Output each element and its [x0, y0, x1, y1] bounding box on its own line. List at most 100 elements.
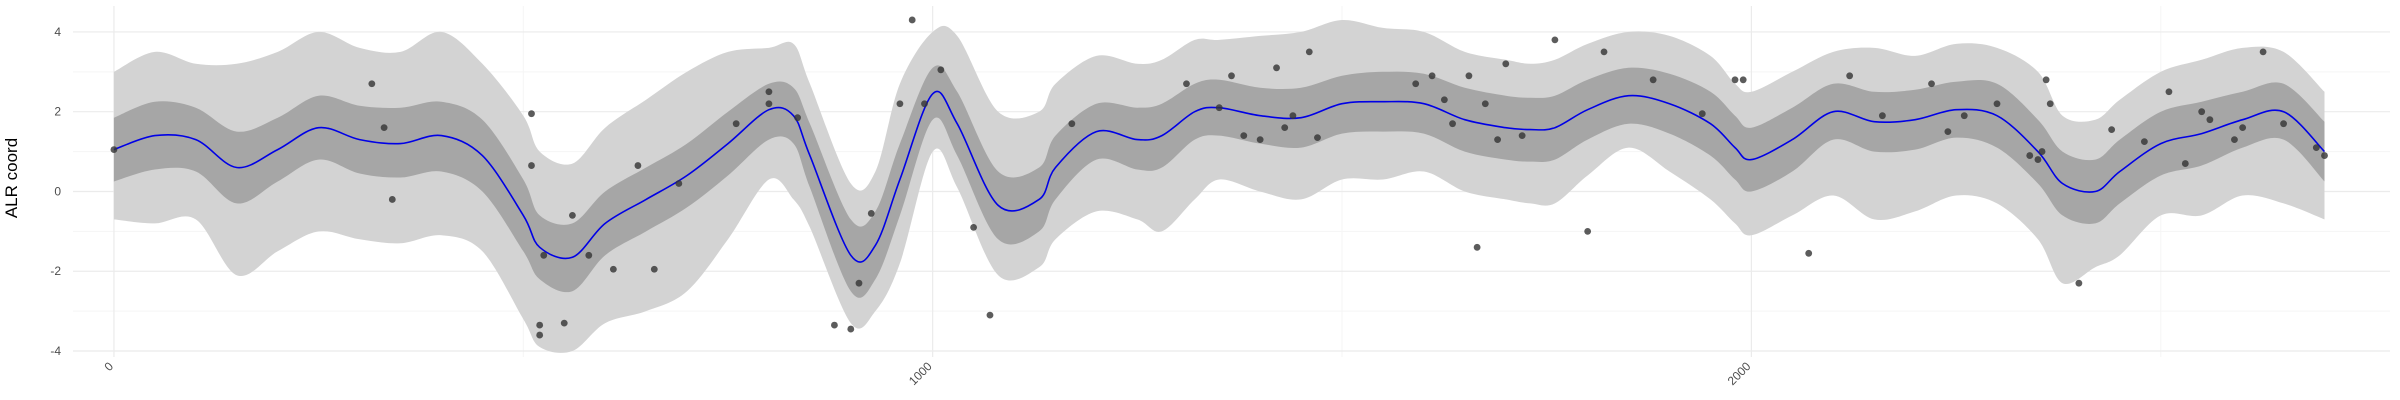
data-point	[2034, 156, 2042, 163]
inner-confidence-band	[113, 65, 2325, 298]
data-point	[2206, 116, 2214, 124]
data-point	[1600, 48, 1608, 56]
data-point	[937, 66, 945, 74]
data-point	[765, 88, 773, 96]
data-point	[634, 162, 642, 169]
data-point	[1428, 72, 1436, 80]
data-point	[528, 162, 535, 169]
data-point	[1481, 100, 1489, 108]
mean-line	[113, 90, 2326, 263]
data-point	[2042, 76, 2050, 84]
data-point	[2259, 48, 2267, 56]
data-point	[1289, 112, 1297, 120]
data-point	[1551, 36, 1559, 44]
data-point	[2026, 152, 2034, 159]
data-point	[1731, 76, 1739, 84]
data-point	[1068, 120, 1076, 128]
data-point	[536, 321, 544, 329]
data-point	[1314, 134, 1321, 142]
data-point	[380, 124, 388, 132]
data-point	[650, 265, 658, 273]
data-point	[1928, 80, 1935, 88]
data-point	[2198, 108, 2206, 116]
data-point	[1449, 120, 1456, 128]
data-point	[368, 80, 376, 88]
data-point	[536, 331, 544, 339]
data-point	[1273, 64, 1280, 72]
y-tick-label: 4	[54, 25, 61, 39]
data-point	[1494, 136, 1501, 144]
data-point	[528, 110, 535, 118]
data-point	[1698, 110, 1706, 118]
data-point	[569, 212, 576, 219]
data-point	[1256, 136, 1264, 144]
data-point	[1739, 76, 1747, 84]
data-point	[765, 100, 773, 108]
data-point	[2038, 148, 2046, 155]
data-point	[847, 325, 855, 333]
data-point	[1960, 112, 1968, 120]
outer-confidence-band	[113, 19, 2325, 353]
observation-points	[110, 16, 2328, 339]
y-tick-label: -4	[50, 344, 61, 358]
data-point	[675, 180, 683, 187]
data-point	[794, 114, 801, 122]
data-point	[585, 251, 593, 259]
data-point	[2075, 279, 2083, 287]
data-point	[732, 120, 740, 128]
data-point	[1228, 72, 1235, 80]
x-tick-label: 1000	[906, 359, 935, 388]
data-point	[110, 146, 118, 153]
data-point	[2046, 100, 2054, 108]
data-point	[540, 251, 548, 259]
x-tick-label: 0	[101, 359, 116, 374]
data-point	[1305, 48, 1313, 56]
data-point	[986, 311, 994, 319]
data-point	[1240, 132, 1248, 140]
data-point	[2181, 160, 2189, 167]
y-tick-label: 2	[54, 105, 61, 119]
data-point	[2321, 152, 2328, 159]
data-point	[2231, 136, 2238, 144]
y-tick-label: 0	[54, 184, 61, 198]
data-point	[1473, 243, 1481, 251]
data-point	[1440, 96, 1448, 104]
data-point	[855, 279, 863, 287]
data-point	[560, 319, 568, 327]
data-point	[896, 100, 904, 108]
data-point	[831, 321, 838, 329]
data-point	[867, 210, 875, 217]
data-point	[1215, 104, 1223, 112]
y-tick-label: -2	[50, 264, 61, 278]
data-point	[1412, 80, 1420, 88]
data-point	[1944, 128, 1952, 136]
data-point	[609, 265, 617, 273]
data-point	[2165, 88, 2173, 96]
data-point	[2280, 120, 2287, 128]
data-point	[1993, 100, 2001, 108]
data-point	[1183, 80, 1190, 88]
data-point	[1846, 72, 1854, 80]
confidence-bands	[113, 19, 2325, 353]
data-point	[1805, 249, 1813, 257]
data-point	[921, 100, 928, 108]
data-point	[1502, 60, 1510, 68]
data-point	[1281, 124, 1289, 132]
x-tick-label: 2000	[1725, 359, 1754, 388]
data-point	[970, 223, 978, 231]
data-point	[1518, 132, 1526, 140]
data-point	[2108, 126, 2116, 134]
data-point	[1649, 76, 1657, 84]
data-point	[2312, 144, 2320, 151]
y-axis-title: ALR coord	[2, 138, 21, 218]
data-point	[388, 196, 396, 203]
data-point	[1584, 227, 1592, 235]
data-point	[908, 16, 916, 24]
mean-line-group	[113, 90, 2326, 263]
data-point	[1465, 72, 1473, 80]
data-point	[2140, 138, 2148, 146]
data-point	[1878, 112, 1886, 120]
data-point	[2239, 124, 2247, 132]
